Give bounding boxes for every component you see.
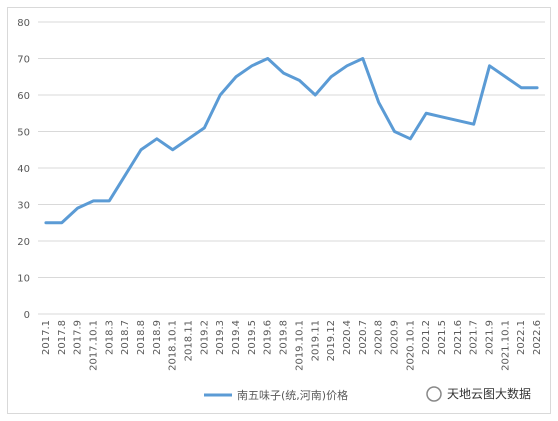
x-tick-label: 2019.4: [231, 320, 242, 355]
watermark-icon: [426, 386, 442, 402]
x-tick-label: 2019.11: [310, 320, 321, 361]
x-tick-label: 2021.6: [453, 320, 464, 355]
x-tick-label: 2017.10.1: [88, 320, 99, 371]
x-tick-label: 2019.12: [326, 320, 337, 361]
legend-label: 南五味子(统,河南)价格: [237, 388, 348, 402]
y-tick-label: 40: [17, 164, 30, 175]
x-tick-label: 2020.8: [374, 320, 385, 355]
x-tick-label: 2017.1: [41, 320, 52, 355]
x-tick-label: 2022.1: [516, 320, 527, 355]
watermark: 天地云图大数据: [426, 386, 531, 402]
x-tick-label: 2018.9: [152, 320, 163, 355]
x-tick-label: 2019.3: [215, 320, 226, 355]
y-tick-label: 80: [17, 18, 30, 29]
x-tick-label: 2018.11: [184, 320, 195, 361]
x-tick-label: 2017.9: [73, 320, 84, 355]
x-tick-label: 2019.8: [279, 320, 290, 355]
x-tick-label: 2019.2: [199, 320, 210, 355]
x-tick-label: 2018.8: [136, 320, 147, 355]
x-tick-label: 2021.5: [437, 320, 448, 355]
data-line: [44, 57, 539, 225]
x-tick-label: 2019.5: [247, 320, 258, 355]
y-tick-label: 10: [17, 274, 30, 285]
x-tick-label: 2022.6: [532, 320, 543, 355]
x-tick-label: 2017.8: [57, 320, 68, 355]
x-tick-label: 2018.3: [104, 320, 115, 355]
y-tick-label: 0: [24, 310, 30, 321]
x-tick-label: 2020.10.1: [405, 320, 416, 371]
x-tick-label: 2021.10.1: [500, 320, 511, 371]
x-tick-label: 2019.6: [263, 320, 274, 355]
y-tick-label: 30: [17, 201, 30, 212]
y-tick-label: 20: [17, 237, 30, 248]
x-tick-label: 2020.7: [358, 320, 369, 355]
x-tick-label: 2018.10.1: [168, 320, 179, 371]
y-tick-label: 70: [17, 55, 30, 66]
x-tick-label: 2019.10.1: [294, 320, 305, 371]
y-tick-label: 50: [17, 128, 30, 139]
y-tick-label: 60: [17, 91, 30, 102]
x-tick-label: 2020.4: [342, 320, 353, 355]
x-tick-label: 2020.9: [389, 320, 400, 355]
x-tick-label: 2021.7: [469, 320, 480, 355]
watermark-text: 天地云图大数据: [447, 386, 531, 401]
x-tick-label: 2021.2: [421, 320, 432, 355]
x-tick-label: 2018.7: [120, 320, 131, 355]
x-tick-label: 2021.9: [485, 320, 496, 355]
chart-border: [7, 7, 551, 414]
